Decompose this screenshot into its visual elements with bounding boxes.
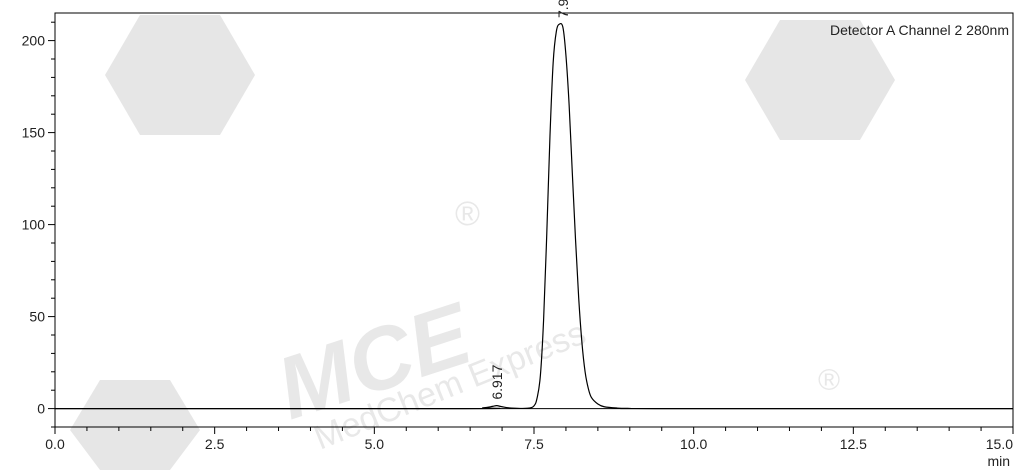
- watermark-registered: ®: [818, 364, 840, 397]
- x-axis-label: min: [987, 453, 1010, 469]
- watermark: MCE MedChem Express ® ®: [70, 15, 895, 470]
- watermark-logo-hexagon: [70, 380, 200, 470]
- x-tick-label: 15.0: [986, 436, 1013, 452]
- y-tick-label: 150: [22, 125, 46, 141]
- x-tick-label: 5.0: [365, 436, 385, 452]
- peak-label: 6.917: [489, 364, 505, 399]
- y-tick-label: 50: [29, 309, 45, 325]
- series-layer: [54, 22, 1014, 410]
- x-tick-label: 12.5: [840, 436, 867, 452]
- watermark-registered: ®: [455, 195, 480, 233]
- y-axis: 0 50 100 150 200: [22, 21, 55, 428]
- peak-labels: 6.917 7.954: [489, 0, 571, 400]
- x-axis: 0.0 2.5 5.0 7.5 10.0 12.5 15.0: [45, 427, 1014, 452]
- x-tick-label: 10.0: [680, 436, 707, 452]
- x-tick-label: 2.5: [205, 436, 225, 452]
- y-tick-label: 100: [22, 217, 46, 233]
- watermark-logo-hexagon: [745, 20, 895, 140]
- detector-legend: Detector A Channel 2 280nm: [830, 22, 1009, 38]
- watermark-logo-hexagon: [105, 15, 255, 135]
- y-tick-label: 200: [22, 33, 46, 49]
- chromatogram-trace: [54, 22, 1014, 410]
- peak-label: 7.954: [555, 0, 571, 18]
- y-tick-label: 0: [37, 401, 45, 417]
- x-tick-label: 7.5: [524, 436, 544, 452]
- x-tick-label: 0.0: [45, 436, 65, 452]
